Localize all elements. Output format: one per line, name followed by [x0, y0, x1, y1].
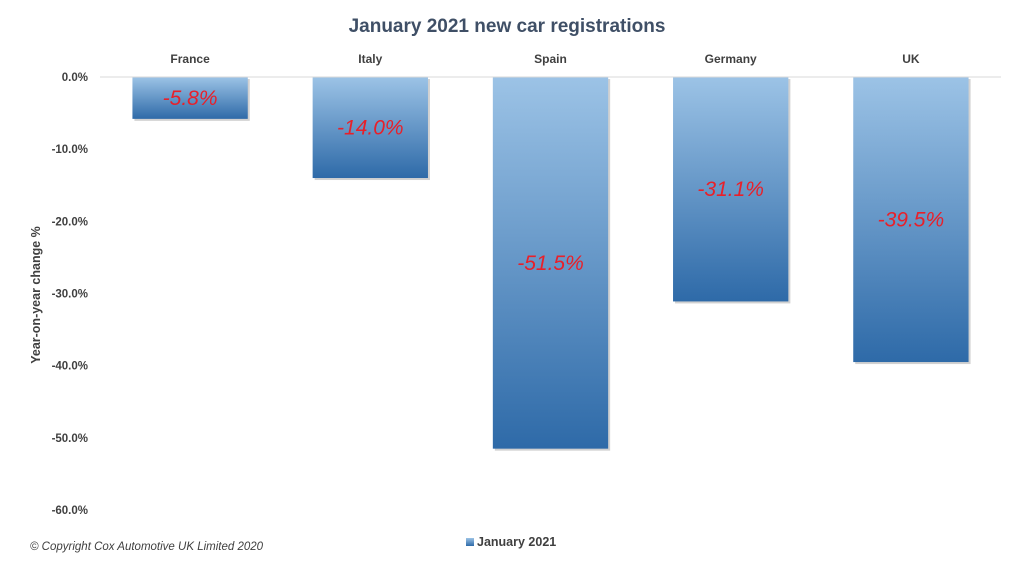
category-label-uk: UK — [902, 52, 920, 66]
data-label-italy: -14.0% — [337, 117, 404, 140]
data-label-spain: -51.5% — [517, 252, 584, 275]
y-tick-label: -10.0% — [52, 144, 88, 156]
category-label-italy: Italy — [358, 52, 382, 66]
y-tick-label: -30.0% — [52, 289, 88, 301]
bar-germany — [673, 77, 789, 302]
y-tick-label: 0.0% — [62, 72, 88, 84]
bar-italy — [312, 77, 428, 179]
category-label-germany: Germany — [705, 52, 757, 66]
y-tick-label: -20.0% — [52, 216, 88, 228]
legend: January 2021 — [466, 535, 556, 549]
legend-entry: January 2021 — [477, 535, 556, 549]
bar-spain — [492, 77, 609, 449]
y-tick-label: -40.0% — [52, 361, 88, 373]
copyright-text: © Copyright Cox Automotive UK Limited 20… — [30, 541, 264, 553]
category-label-spain: Spain — [534, 52, 567, 66]
data-label-germany: -31.1% — [697, 178, 764, 201]
bar-france — [132, 77, 248, 119]
data-label-france: -5.8% — [163, 87, 218, 110]
bar-uk — [853, 77, 969, 363]
bars-group — [132, 77, 971, 451]
category-labels-group: France Italy Spain Germany UK — [170, 52, 919, 66]
y-tick-label: -50.0% — [52, 433, 88, 445]
y-axis-label: Year-on-year change % — [29, 226, 43, 364]
y-tick-labels-group: 0.0% -10.0% -20.0% -30.0% -40.0% -50.0% -60.0% — [52, 72, 88, 517]
data-labels-group: -5.8% -14.0% -51.5% -31.1% -39.5% — [163, 87, 945, 275]
category-label-france: France — [170, 52, 210, 66]
data-label-uk: -39.5% — [878, 209, 945, 232]
legend-swatch — [466, 538, 474, 546]
y-tick-label: -60.0% — [52, 505, 88, 517]
chart-title: January 2021 new car registrations — [349, 16, 666, 37]
